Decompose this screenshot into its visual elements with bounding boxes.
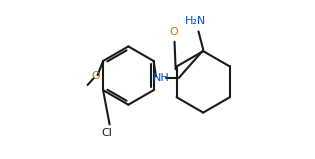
Text: H₂N: H₂N — [184, 16, 206, 26]
Text: NH: NH — [152, 73, 169, 83]
Text: O: O — [92, 71, 100, 81]
Text: O: O — [170, 27, 178, 37]
Text: Cl: Cl — [101, 128, 112, 138]
